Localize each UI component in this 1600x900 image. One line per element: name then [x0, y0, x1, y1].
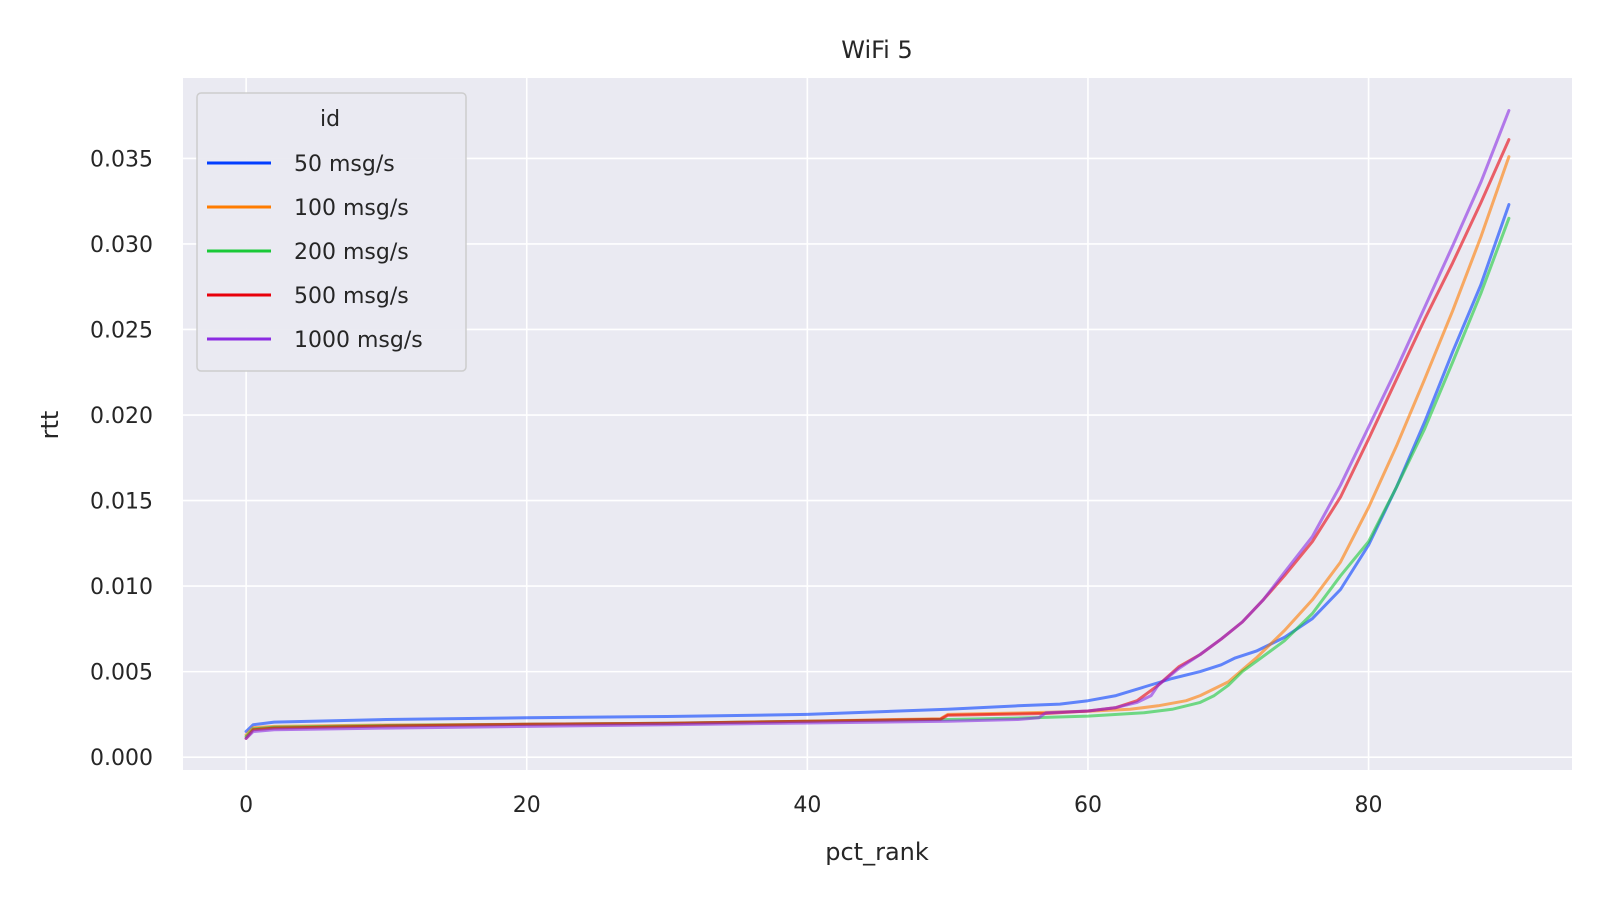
series-lines — [244, 109, 1511, 740]
y-tick-label: 0.000 — [90, 746, 153, 771]
y-tick-label: 0.030 — [90, 233, 153, 258]
legend-label: 100 msg/s — [294, 196, 409, 221]
legend-label: 200 msg/s — [294, 240, 409, 265]
y-tick-label: 0.015 — [90, 490, 153, 515]
legend-label: 50 msg/s — [294, 152, 395, 177]
x-tick-label: 20 — [513, 793, 541, 818]
x-tick-label: 80 — [1355, 793, 1383, 818]
y-axis-label: rtt — [36, 411, 64, 440]
y-tick-label: 0.010 — [90, 575, 153, 600]
x-tick-label: 60 — [1074, 793, 1102, 818]
legend: id 50 msg/s 100 msg/s 200 msg/s 500 msg/s 10… — [196, 92, 467, 372]
y-tick-label: 0.005 — [90, 661, 153, 686]
legend-label: 1000 msg/s — [294, 328, 423, 353]
y-tick-label: 0.025 — [90, 318, 153, 343]
legend-title: id — [320, 107, 340, 132]
chart-title: WiFi 5 — [841, 36, 913, 64]
x-tick-label: 0 — [239, 793, 253, 818]
x-axis-label: pct_rank — [825, 838, 929, 866]
y-tick-labels: 0.000 0.005 0.010 0.015 0.020 0.025 0.030 0.035 — [90, 147, 153, 771]
y-tick-label: 0.035 — [90, 147, 153, 172]
x-tick-labels: 0 20 40 60 80 — [239, 793, 1382, 818]
series-line-1000-msg-s — [244, 109, 1511, 740]
legend-items: 50 msg/s 100 msg/s 200 msg/s 500 msg/s 1000 … — [207, 152, 423, 353]
x-tick-label: 40 — [793, 793, 821, 818]
legend-label: 500 msg/s — [294, 284, 409, 309]
y-tick-label: 0.020 — [90, 404, 153, 429]
